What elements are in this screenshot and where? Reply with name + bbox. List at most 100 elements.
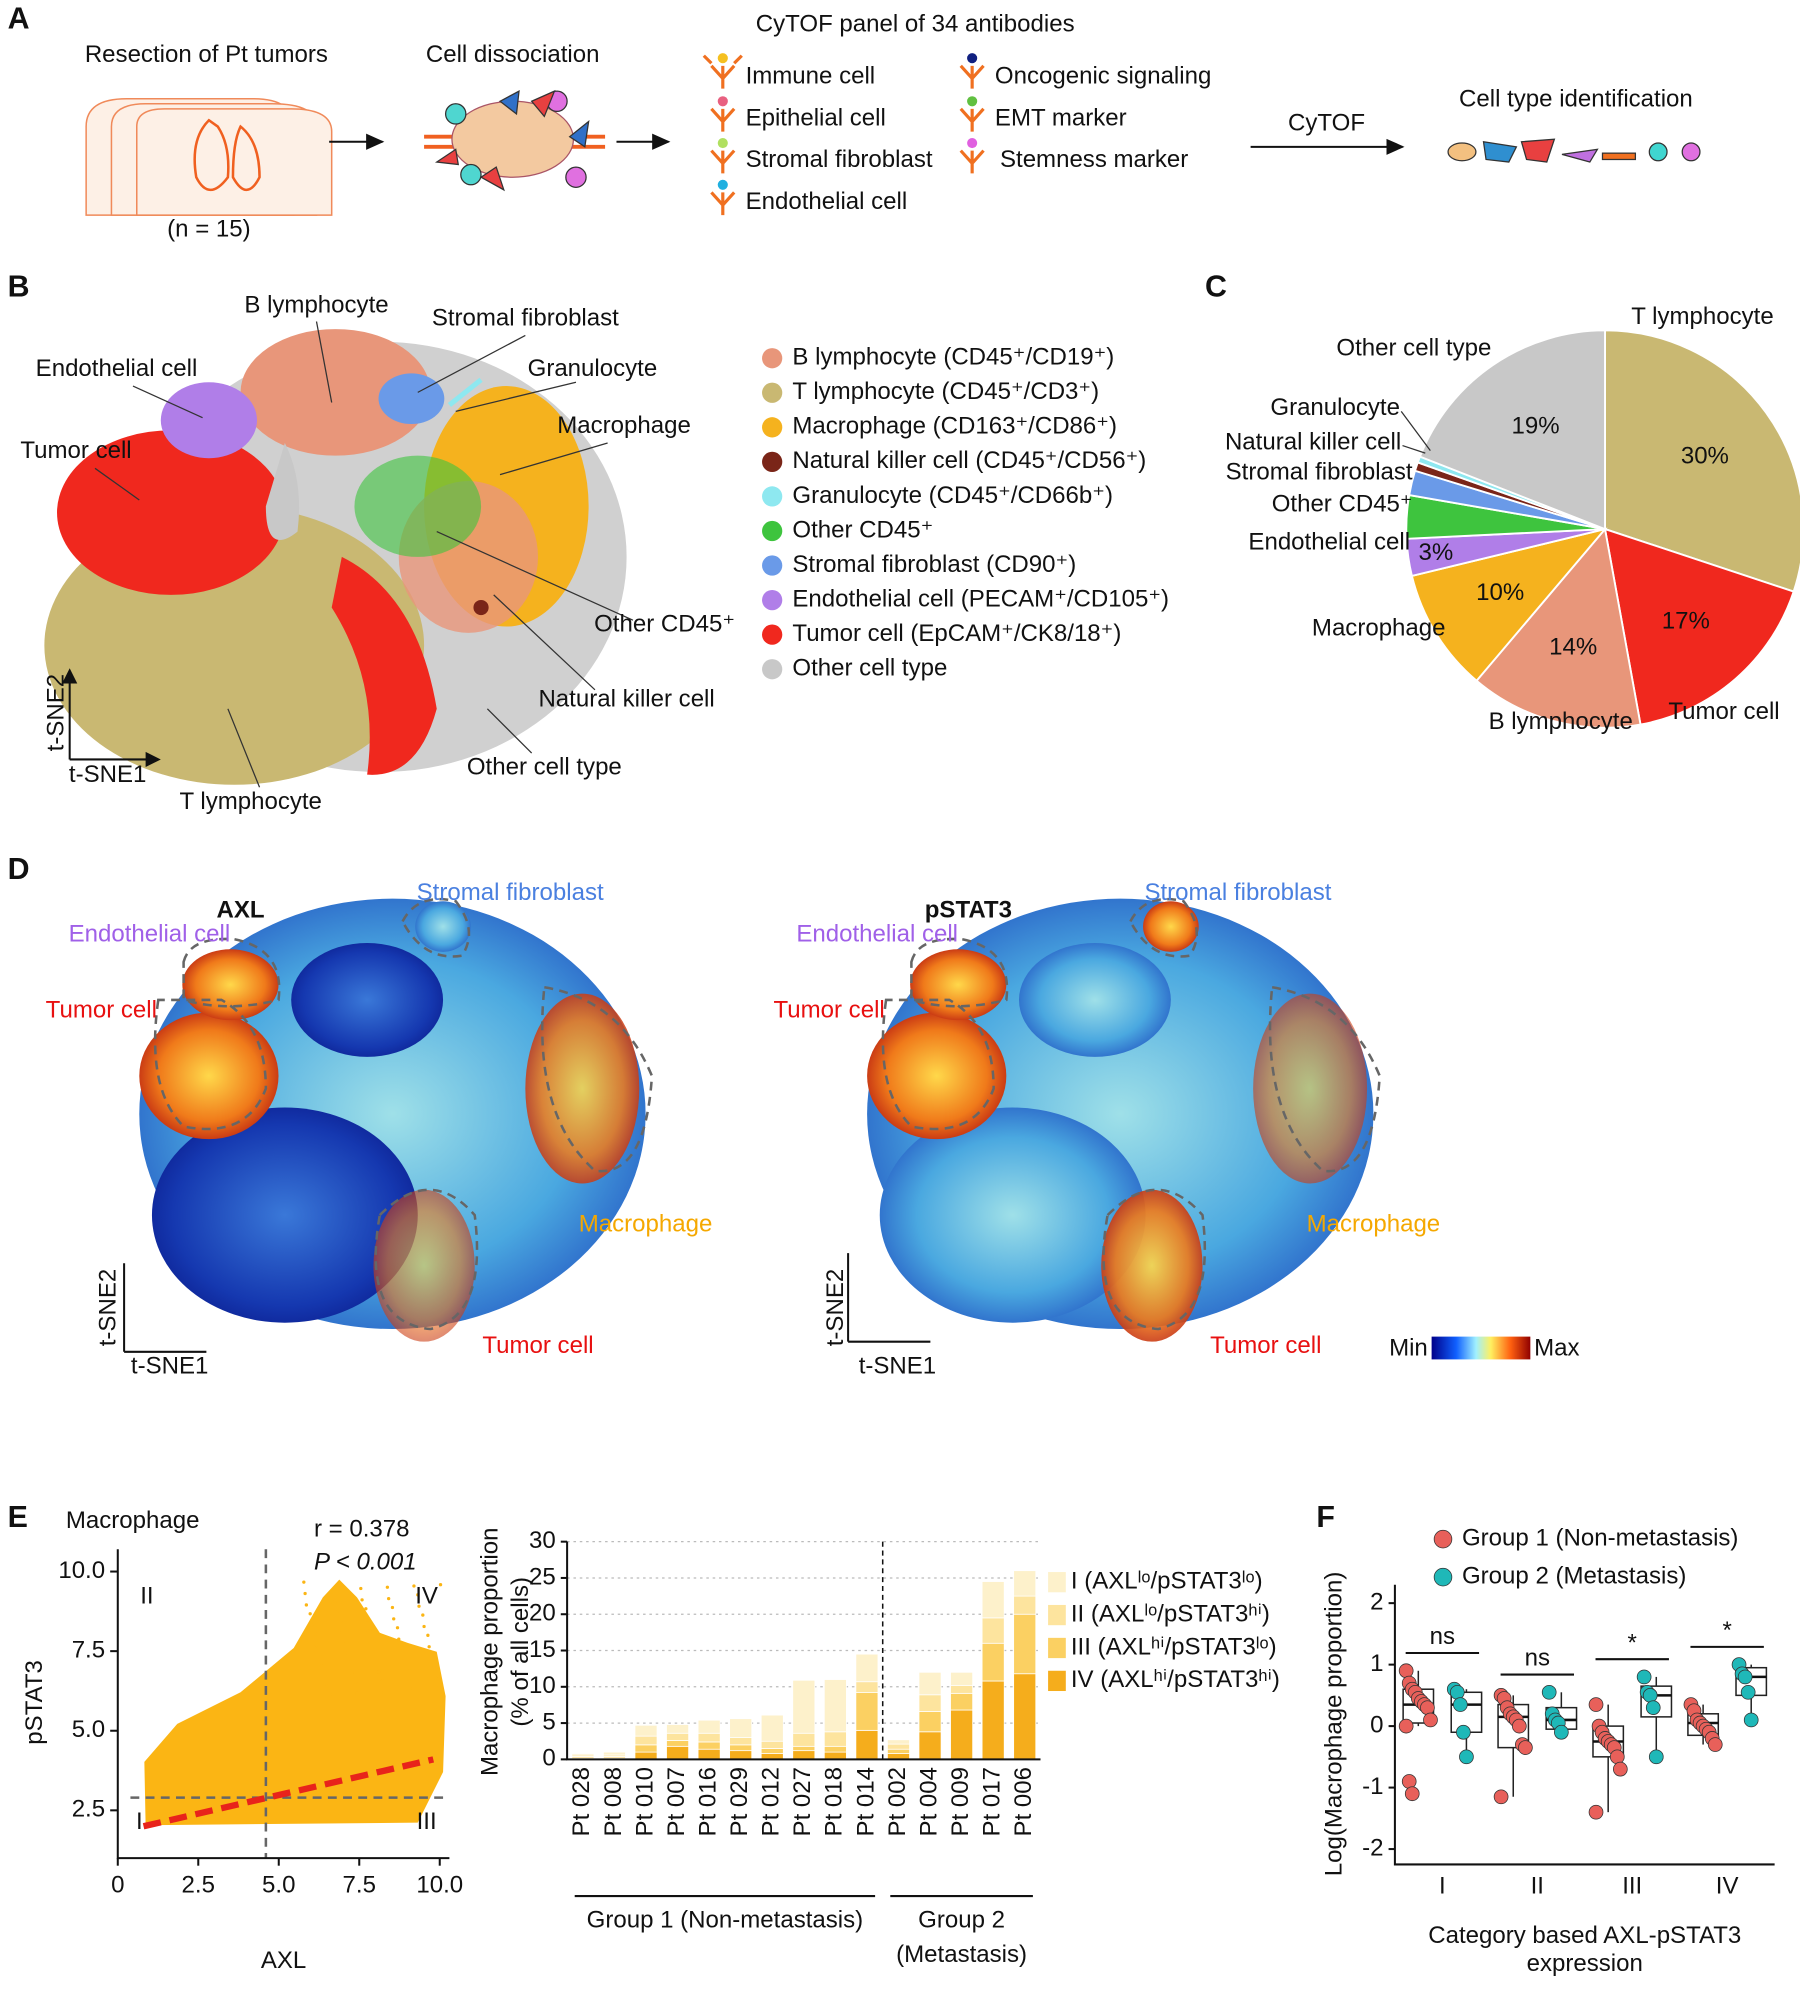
heatmap-region	[139, 1012, 279, 1140]
bar-segment	[760, 1748, 784, 1754]
point-dot	[304, 1603, 309, 1607]
x-tick-label: Pt 027	[789, 1767, 816, 1836]
panel-letters: A B C D E F	[8, 2, 1335, 1534]
legend-swatch	[762, 589, 783, 611]
bar-segment	[666, 1732, 689, 1741]
data-point	[1588, 1697, 1604, 1712]
x-axis-label: Category based AXL-pSTAT3	[1428, 1922, 1741, 1949]
cluster-label: Endothelial cell	[69, 921, 231, 948]
panel-letter: F	[1316, 1501, 1335, 1534]
bar-segment	[855, 1692, 879, 1731]
point-dot	[309, 1623, 314, 1627]
y-axis-label: Macrophage proportion	[477, 1528, 504, 1776]
point-dot	[375, 1658, 379, 1663]
bar-segment	[887, 1739, 910, 1745]
point-dot	[319, 1664, 324, 1668]
antibody-icons	[702, 54, 985, 216]
data-point	[1459, 1749, 1474, 1765]
bar-segment	[1013, 1595, 1037, 1615]
cluster-label: Stromal fibroblast	[432, 304, 619, 331]
point-dot	[349, 1660, 353, 1664]
pie-slice	[1418, 329, 1606, 531]
pie-chart: 30% 17% 14% 10% 3% 19% T lymphocyte Tumor cell B…	[1225, 303, 1800, 735]
bar-segment	[823, 1731, 847, 1747]
point-dot	[431, 1653, 435, 1658]
panel-letter: D	[8, 853, 30, 886]
bar-segment	[981, 1617, 1005, 1644]
bar-segment	[918, 1694, 942, 1712]
bar-segment	[634, 1744, 658, 1753]
map-title: pSTAT3	[925, 897, 1012, 924]
colorbar-label: Min	[1389, 1335, 1428, 1362]
annotation: r = 0.378	[314, 1516, 410, 1543]
bar-segment	[697, 1732, 721, 1743]
panel-letter: B	[8, 271, 30, 304]
antibody-label: Epithelial cell	[746, 104, 886, 131]
significance-label: ns	[1525, 1645, 1550, 1672]
bar-segment	[634, 1751, 658, 1760]
point-dot	[427, 1645, 431, 1649]
slice-label: Tumor cell	[1668, 698, 1779, 725]
legend-swatch	[762, 486, 783, 507]
cluster-label: Tumor cell	[20, 437, 131, 464]
tsne-axes	[847, 1253, 931, 1343]
data-point	[1404, 1786, 1420, 1802]
legend-label: II (AXLˡᵒ/pSTAT3ʰⁱ)	[1071, 1600, 1270, 1627]
legend-label: Other cell type	[792, 655, 947, 682]
step-label: Resection of Pt tumors	[85, 41, 328, 68]
bar-segment	[950, 1684, 974, 1694]
value-label: 17%	[1662, 607, 1710, 634]
box-chart: -2 -1 0 1 2 Ins II ns III * IV * Log(Macrophage prop…	[1321, 1524, 1775, 1977]
value-label: 14%	[1549, 633, 1597, 660]
step-label: Cell dissociation	[426, 41, 600, 68]
point-dot	[366, 1629, 371, 1634]
data-point	[1420, 1700, 1435, 1715]
point-dot	[426, 1633, 430, 1637]
point-dot	[335, 1610, 339, 1615]
data-point	[1588, 1804, 1604, 1820]
legend-swatch	[762, 417, 783, 438]
bar-segment	[666, 1745, 689, 1760]
heatmap-region	[373, 1189, 475, 1342]
x-tick-label: Pt 018	[821, 1767, 848, 1836]
y-tick-label: 15	[529, 1636, 556, 1663]
antibody-label: Stemness marker	[1000, 146, 1188, 173]
data-point	[1636, 1669, 1652, 1685]
panel-letter: A	[8, 2, 30, 35]
legend-label: Granulocyte (CD45⁺/CD66b⁺)	[792, 482, 1113, 509]
slice-label: Stromal fibroblast	[1226, 459, 1413, 486]
heatmap-region	[151, 1107, 418, 1323]
cluster-label: Stromal fibroblast	[417, 879, 604, 906]
bar-segment	[571, 1753, 595, 1756]
antibody-label: Stromal fibroblast	[746, 146, 933, 173]
bar-segment	[792, 1732, 816, 1747]
significance-label: ns	[1430, 1623, 1455, 1650]
cluster-label: Tumor cell	[773, 997, 884, 1024]
patient-icon	[85, 97, 333, 216]
point-dot	[386, 1596, 391, 1601]
data-point	[1612, 1761, 1628, 1777]
antibody-label: Oncogenic signaling	[995, 63, 1211, 90]
step-label: Cell type identification	[1459, 85, 1693, 112]
point-dot	[318, 1652, 322, 1656]
point-dot	[411, 1686, 415, 1691]
data-point	[1401, 1774, 1417, 1789]
legend: B lymphocyte (CD45⁺/CD19⁺) T lymphocyte (…	[762, 344, 1169, 682]
point-dot	[370, 1638, 374, 1643]
panel-letter: E	[8, 1501, 28, 1534]
heatmap-region	[910, 949, 1007, 1021]
bar-segment	[792, 1745, 816, 1752]
tsne-leaders	[62, 321, 634, 788]
x-tick-label: Pt 009	[947, 1767, 974, 1836]
point-dot	[390, 1605, 395, 1610]
legend-swatch	[762, 451, 783, 472]
data-point	[1648, 1749, 1664, 1765]
bar-segment	[634, 1735, 658, 1746]
x-tick-label: Pt 006	[1010, 1767, 1037, 1836]
x-tick-label: II	[1531, 1873, 1544, 1900]
cluster-label: Tumor cell	[482, 1332, 593, 1359]
heatmap-region	[415, 901, 471, 952]
data-point	[1449, 1684, 1465, 1700]
